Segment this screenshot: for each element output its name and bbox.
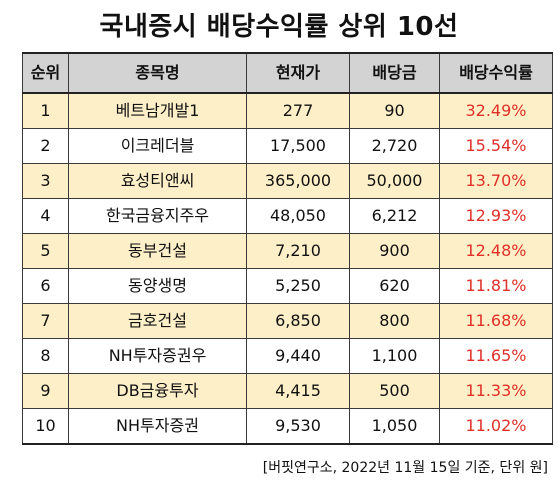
- dividend-cell: 900: [349, 233, 440, 269]
- price-cell: 4,415: [246, 373, 350, 409]
- header-price: 현재가: [246, 52, 350, 94]
- stock-name-cell: DB금융투자: [68, 373, 247, 409]
- stock-name-cell: 한국금융지주우: [68, 198, 247, 234]
- dividend-yield-table: 순위 종목명 현재가 배당금 배당수익률 1 베트남개발1 277 90 32.…: [22, 52, 553, 445]
- header-name: 종목명: [68, 52, 247, 94]
- rank-cell: 2: [22, 128, 69, 164]
- price-cell: 6,850: [246, 303, 350, 339]
- rank-cell: 6: [22, 268, 69, 304]
- dividend-cell: 1,050: [349, 408, 440, 445]
- dividend-cell: 800: [349, 303, 440, 339]
- dividend-cell: 6,212: [349, 198, 440, 234]
- price-cell: 48,050: [246, 198, 350, 234]
- stock-name-cell: 효성티앤씨: [68, 163, 247, 199]
- page-title: 국내증시 배당수익률 상위 10선: [99, 12, 459, 42]
- rank-cell: 1: [22, 92, 69, 129]
- header-yield: 배당수익률: [439, 52, 553, 94]
- yield-cell: 11.68%: [439, 303, 553, 339]
- table-row: 4 한국금융지주우 48,050 6,212 12.93%: [22, 198, 553, 234]
- table-row: 10 NH투자증권 9,530 1,050 11.02%: [22, 408, 553, 445]
- rank-cell: 8: [22, 338, 69, 374]
- price-cell: 277: [246, 92, 350, 129]
- header-dividend: 배당금: [349, 52, 440, 94]
- yield-cell: 12.93%: [439, 198, 553, 234]
- dividend-cell: 500: [349, 373, 440, 409]
- source-note: [버핏연구소, 2022년 11월 15일 기준, 단위 원]: [262, 460, 548, 476]
- yield-cell: 12.48%: [439, 233, 553, 269]
- table-row: 1 베트남개발1 277 90 32.49%: [22, 92, 553, 129]
- table-row: 6 동양생명 5,250 620 11.81%: [22, 268, 553, 304]
- dividend-cell: 620: [349, 268, 440, 304]
- dividend-cell: 2,720: [349, 128, 440, 164]
- rank-cell: 10: [22, 408, 69, 445]
- table-row: 5 동부건설 7,210 900 12.48%: [22, 233, 553, 269]
- price-cell: 17,500: [246, 128, 350, 164]
- stock-name-cell: 동양생명: [68, 268, 247, 304]
- rank-cell: 5: [22, 233, 69, 269]
- yield-cell: 15.54%: [439, 128, 553, 164]
- rank-cell: 4: [22, 198, 69, 234]
- price-cell: 365,000: [246, 163, 350, 199]
- yield-cell: 13.70%: [439, 163, 553, 199]
- rank-cell: 9: [22, 373, 69, 409]
- yield-cell: 11.02%: [439, 408, 553, 445]
- yield-cell: 32.49%: [439, 92, 553, 129]
- price-cell: 9,530: [246, 408, 350, 445]
- yield-cell: 11.81%: [439, 268, 553, 304]
- stock-name-cell: NH투자증권: [68, 408, 247, 445]
- dividend-cell: 1,100: [349, 338, 440, 374]
- table-row: 9 DB금융투자 4,415 500 11.33%: [22, 373, 553, 409]
- yield-cell: 11.33%: [439, 373, 553, 409]
- stock-name-cell: 동부건설: [68, 233, 247, 269]
- table-header-row: 순위 종목명 현재가 배당금 배당수익률: [22, 52, 553, 94]
- stock-name-cell: 이크레더블: [68, 128, 247, 164]
- table-row: 7 금호건설 6,850 800 11.68%: [22, 303, 553, 339]
- rank-cell: 7: [22, 303, 69, 339]
- header-rank: 순위: [22, 52, 69, 94]
- price-cell: 5,250: [246, 268, 350, 304]
- price-cell: 7,210: [246, 233, 350, 269]
- table-row: 8 NH투자증권우 9,440 1,100 11.65%: [22, 338, 553, 374]
- stock-name-cell: 베트남개발1: [68, 92, 247, 129]
- yield-cell: 11.65%: [439, 338, 553, 374]
- stock-name-cell: NH투자증권우: [68, 338, 247, 374]
- dividend-cell: 90: [349, 92, 440, 129]
- stock-name-cell: 금호건설: [68, 303, 247, 339]
- table-row: 2 이크레더블 17,500 2,720 15.54%: [22, 128, 553, 164]
- dividend-cell: 50,000: [349, 163, 440, 199]
- rank-cell: 3: [22, 163, 69, 199]
- price-cell: 9,440: [246, 338, 350, 374]
- table-row: 3 효성티앤씨 365,000 50,000 13.70%: [22, 163, 553, 199]
